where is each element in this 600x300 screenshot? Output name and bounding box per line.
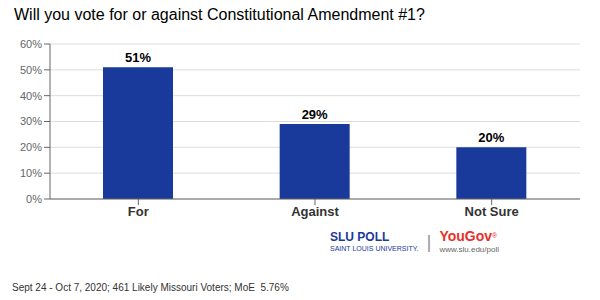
svg-text:29%: 29% — [302, 107, 328, 122]
svg-text:60%: 60% — [20, 38, 42, 50]
svg-text:0%: 0% — [26, 193, 42, 205]
svg-text:20%: 20% — [20, 141, 42, 153]
svg-text:40%: 40% — [20, 90, 42, 102]
html-text:SLU POLL: SLU POLL — [330, 229, 390, 244]
html-text:SAINT LOUIS UNIVERSITY.: SAINT LOUIS UNIVERSITY. — [330, 244, 419, 252]
html-text:Will you vote for or against C: Will you vote for or against Constitutio… — [14, 6, 425, 23]
svg-text:10%: 10% — [20, 167, 42, 179]
svg-text:Against: Against — [291, 204, 339, 219]
svg-text:50%: 50% — [20, 64, 42, 76]
svg-text:For: For — [128, 204, 149, 219]
html-text:www.slu.edu/poll: www.slu.edu/poll — [439, 245, 499, 254]
svg-text:Not Sure: Not Sure — [465, 204, 519, 219]
svg-text:30%: 30% — [20, 115, 42, 127]
html-text:| YouGov: | YouGov — [426, 228, 492, 252]
svg-text:20%: 20% — [478, 130, 504, 145]
svg-text:51%: 51% — [125, 50, 151, 65]
html-text:Sept 24 - Oct 7, 2020; 461 Lik: Sept 24 - Oct 7, 2020; 461 Likely Missou… — [12, 282, 289, 293]
